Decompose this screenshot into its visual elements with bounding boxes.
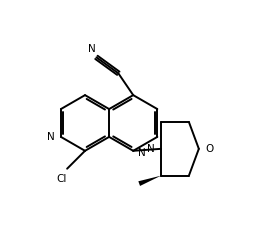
Text: O: O	[206, 144, 214, 154]
Text: Cl: Cl	[56, 174, 66, 184]
Text: N: N	[47, 132, 55, 142]
Text: N: N	[88, 44, 95, 55]
Polygon shape	[138, 176, 161, 186]
Text: N: N	[147, 144, 155, 154]
Text: N: N	[138, 148, 146, 158]
